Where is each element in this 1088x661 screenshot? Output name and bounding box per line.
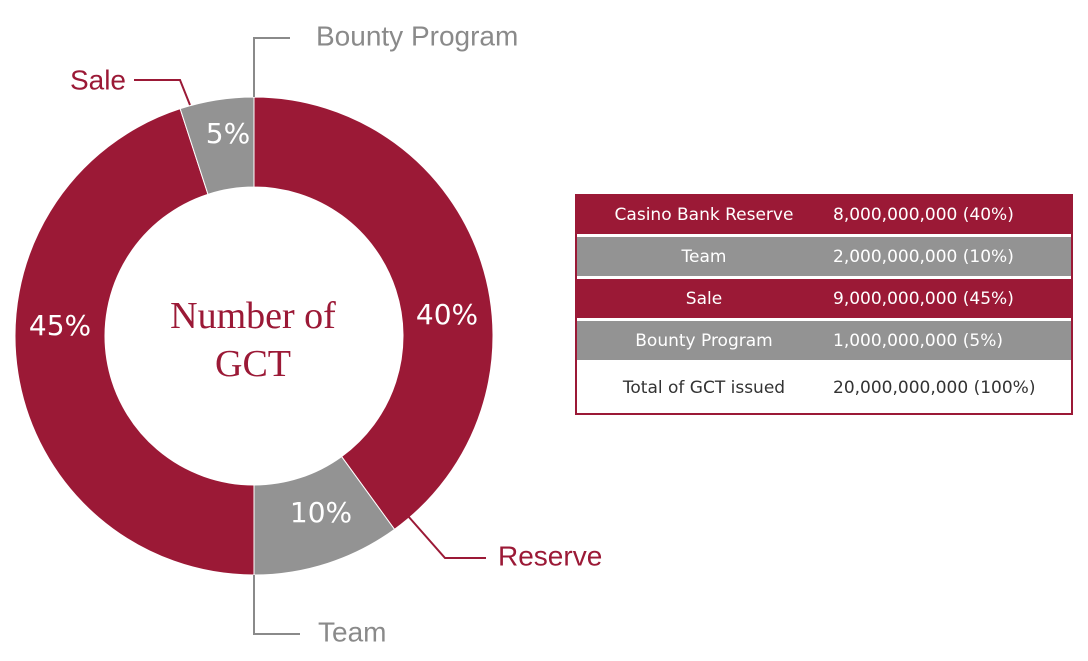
row-label: Team xyxy=(681,246,727,267)
row-amount: 20,000,000,000 (100%) xyxy=(833,378,1036,398)
slice-reserve xyxy=(253,96,494,531)
row-amount: 8,000,000,000 (40%) xyxy=(833,205,1014,225)
leader-line-reserve xyxy=(407,515,486,559)
row-label: Total of GCT issued xyxy=(622,378,786,398)
callout-label-bounty-program: Bounty Program xyxy=(316,20,518,51)
leader-line-sale xyxy=(134,79,191,106)
callout-label-team: Team xyxy=(318,616,386,647)
row-label: Casino Bank Reserve xyxy=(614,205,794,225)
slice-value-label: 40% xyxy=(416,298,478,331)
table-row: Team 2,000,000,000 (10%) xyxy=(577,234,1071,276)
leader-line-team xyxy=(253,575,300,635)
callout-label-sale: Sale xyxy=(70,64,126,95)
callout-label-reserve: Reserve xyxy=(498,540,602,571)
slice-value-label: 5% xyxy=(206,117,250,150)
slice-sale xyxy=(14,108,255,576)
allocation-table: Casino Bank Reserve 8,000,000,000 (40%) … xyxy=(575,194,1073,415)
table-row: Bounty Program 1,000,000,000 (5%) xyxy=(577,318,1071,360)
row-amount: 2,000,000,000 (10%) xyxy=(833,246,1014,267)
table-row-total: Total of GCT issued 20,000,000,000 (100%… xyxy=(577,360,1071,413)
slice-value-label: 10% xyxy=(290,496,352,529)
row-label: Sale xyxy=(685,288,723,309)
slice-value-label: 45% xyxy=(29,309,91,342)
row-label: Bounty Program xyxy=(635,330,773,351)
row-amount: 1,000,000,000 (5%) xyxy=(833,330,1004,351)
slice-bounty-program xyxy=(179,96,255,195)
table-row: Casino Bank Reserve 8,000,000,000 (40%) xyxy=(577,196,1071,234)
leader-line-bounty-program xyxy=(253,37,290,97)
chart-title: Number of GCT xyxy=(170,295,336,385)
table-row: Sale 9,000,000,000 (45%) xyxy=(577,276,1071,318)
row-amount: 9,000,000,000 (45%) xyxy=(833,288,1014,309)
